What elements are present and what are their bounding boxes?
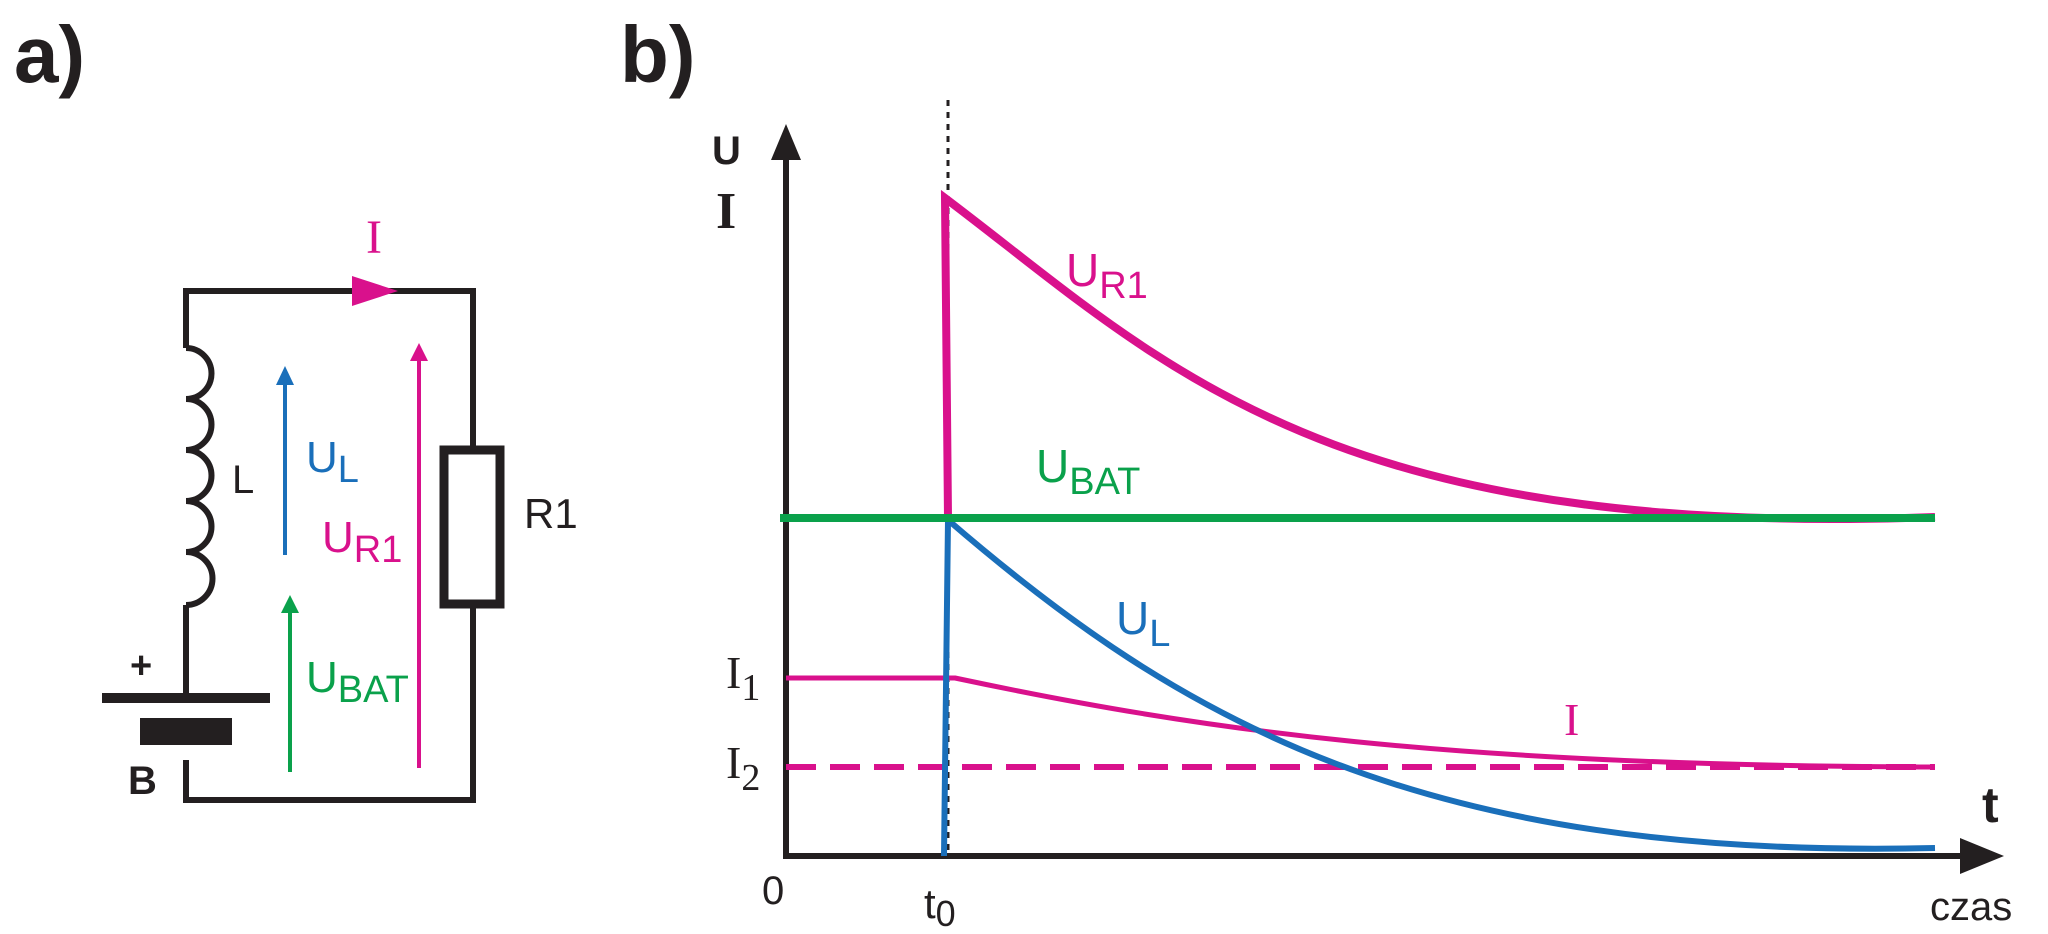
inductor-label: L [232,458,254,502]
panel-a-label: a) [14,10,85,99]
panel-b: b) U I t czas 0 t0 I1 I2 [620,10,2012,934]
i2-label: I2 [726,737,760,799]
battery-plus-sign: + [130,645,152,687]
ur1-voltage-label: UR1 [322,513,402,571]
y-axis-label-u: U [712,129,741,173]
current-direction-arrow [352,276,398,306]
battery-positive-plate [102,693,270,703]
i1-label: I1 [726,647,760,709]
battery-negative-plate [140,718,232,745]
ur1-curve-label: UR1 [1066,244,1148,307]
y-axis-arrowhead [771,124,801,160]
battery-label: B [128,759,157,803]
x-axis-arrowhead [1960,838,2004,874]
axes [771,124,2004,874]
ubat-voltage-arrow [281,595,299,772]
ubat-voltage-label: UBAT [306,653,409,711]
inductor-coil [185,345,216,608]
panel-a: a) + B I L R1 [14,10,578,803]
wire-top [183,288,476,450]
origin-label: 0 [762,869,784,913]
ul-curve [941,513,1936,857]
t0-label: t0 [924,880,956,934]
circuit-wires [183,288,476,803]
x-axis-caption: czas [1930,885,2012,929]
battery: + B [102,645,270,803]
ur1-voltage-arrow [410,343,428,768]
i-curve-label: I [1564,694,1579,745]
ubat-curve-label: UBAT [1036,440,1140,503]
ul-voltage-arrow [276,366,294,555]
resistor-r1 [439,445,505,609]
x-axis-label-t: t [1982,777,1999,833]
ul-curve-label: UL [1116,592,1170,655]
panel-b-label: b) [620,10,696,99]
y-axis-label-i: I [716,183,736,240]
circuit-current-label: I [366,211,382,264]
wire-bottom [183,604,476,803]
resistor-label: R1 [524,490,578,537]
current-i-curve [786,675,1936,770]
curves [780,189,1936,857]
ul-voltage-label: UL [306,433,359,491]
